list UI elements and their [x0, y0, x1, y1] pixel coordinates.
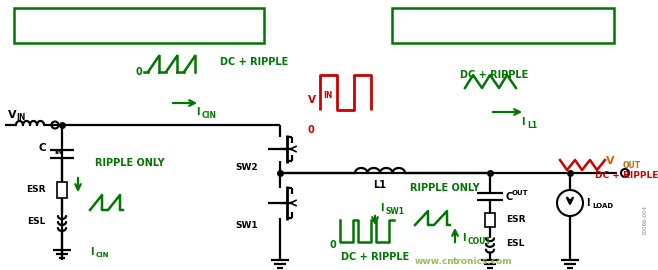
Text: RIPPLE ONLY: RIPPLE ONLY: [410, 183, 480, 193]
Text: L1: L1: [374, 180, 386, 190]
Text: I: I: [90, 247, 93, 257]
Text: DC + RIPPLE: DC + RIPPLE: [341, 252, 409, 262]
Text: L1: L1: [527, 120, 537, 130]
Text: ESL: ESL: [506, 239, 524, 248]
Text: DC + RIPPLE: DC + RIPPLE: [460, 70, 528, 80]
Text: V: V: [308, 95, 316, 105]
Text: ESL: ESL: [28, 218, 46, 227]
Text: CIN: CIN: [96, 252, 109, 258]
Text: SW2: SW2: [236, 163, 258, 171]
Text: C: C: [506, 192, 513, 202]
Text: I: I: [462, 233, 465, 243]
Text: I: I: [521, 117, 524, 127]
Text: IN: IN: [16, 113, 26, 123]
Text: V: V: [607, 156, 615, 166]
FancyBboxPatch shape: [14, 8, 264, 43]
Text: V: V: [8, 110, 16, 120]
Text: SW1: SW1: [386, 207, 405, 215]
Text: OUT: OUT: [623, 160, 641, 170]
Text: DISCONTINUOUS INPUT CURRENT: DISCONTINUOUS INPUT CURRENT: [41, 23, 238, 33]
Text: ESR: ESR: [26, 185, 46, 194]
Text: I: I: [586, 198, 590, 208]
Text: CONTINUOUS OUTPUT CURRENT: CONTINUOUS OUTPUT CURRENT: [409, 23, 597, 33]
Text: ESR: ESR: [506, 215, 526, 224]
Text: I: I: [196, 107, 199, 117]
Bar: [485, 213, 495, 227]
Text: CIN: CIN: [202, 110, 217, 120]
Text: COUT: COUT: [468, 237, 492, 245]
Text: SW1: SW1: [236, 221, 258, 229]
Text: C: C: [38, 143, 46, 153]
Text: RIPPLE ONLY: RIPPLE ONLY: [95, 158, 164, 168]
FancyBboxPatch shape: [392, 8, 614, 43]
Text: LOAD: LOAD: [592, 203, 613, 209]
Text: tronics.com: tronics.com: [453, 258, 513, 266]
Text: DC + RIPPLE: DC + RIPPLE: [220, 57, 288, 67]
Text: www.cn: www.cn: [415, 258, 455, 266]
Text: OUT: OUT: [512, 190, 528, 196]
Text: DC + RIPPLE: DC + RIPPLE: [595, 170, 658, 180]
Text: I: I: [380, 203, 384, 213]
Text: IN: IN: [323, 92, 332, 100]
Text: 0: 0: [329, 240, 336, 250]
Text: 10086-004: 10086-004: [642, 205, 647, 235]
Text: 0: 0: [136, 67, 142, 77]
Text: 0: 0: [307, 125, 314, 135]
Text: IN: IN: [54, 149, 63, 155]
Bar: [57, 182, 67, 198]
